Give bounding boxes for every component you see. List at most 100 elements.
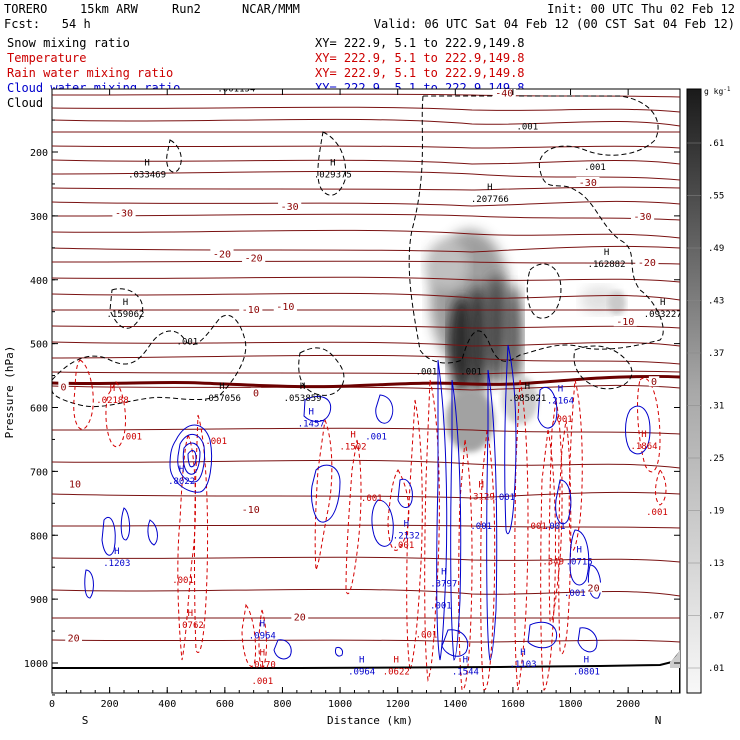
temperature-label-bg	[585, 582, 602, 593]
valid-time: Valid: 06 UTC Sat 04 Feb 12 (00 CST Sat …	[374, 17, 735, 31]
field-value-label: .001	[120, 432, 142, 442]
rain-contours	[73, 359, 667, 691]
x-tick-label: 1600	[501, 699, 525, 710]
temperature-contour-line	[52, 245, 680, 253]
model-name: TORERO	[4, 2, 47, 16]
y-tick-label: 700	[30, 467, 48, 478]
colorbar-level: .01	[708, 664, 724, 674]
temperature-contour-line	[52, 118, 680, 127]
model-org: NCAR/MMM	[242, 2, 300, 16]
header: TORERO 15km ARW Run2 NCAR/MMM Init: 00 U…	[4, 2, 735, 31]
x-tick-label: 200	[101, 699, 119, 710]
field-value-label: .162882	[588, 260, 626, 270]
field-value-label: .2164	[547, 397, 574, 407]
temperature-contour-line	[52, 276, 680, 283]
temperature-label: 20	[588, 584, 600, 595]
field-value-label: .0622	[383, 667, 410, 677]
temperature-contour-line	[52, 186, 680, 191]
field-value-label: .001	[365, 432, 387, 442]
colorbar-level: .37	[708, 349, 724, 359]
legend-xy: XY= 222.9, 5.1 to 222.9,149.8	[315, 66, 525, 80]
y-tick-label: 300	[30, 212, 48, 223]
field-value-label: .001	[393, 541, 415, 551]
colorbar-ramp	[686, 88, 702, 694]
temperature-label: -10	[276, 302, 294, 313]
field-value-label: .1203	[103, 559, 130, 569]
y-tick-label: 200	[30, 148, 48, 159]
temperature-label: 20	[68, 633, 80, 644]
temperature-contour-line	[52, 145, 680, 149]
temperature-label: -30	[281, 202, 299, 213]
temperature-label: -40	[495, 89, 513, 100]
max-marker: H	[114, 547, 119, 557]
temperature-label: -20	[245, 253, 263, 264]
temperature-label-bg	[242, 252, 266, 263]
temperature-contour-line	[52, 260, 680, 265]
colorbar-level: .19	[708, 507, 724, 517]
field-value-label: .001	[172, 576, 194, 586]
field-value-label: .1502	[339, 443, 366, 453]
temperature-contours	[52, 93, 680, 643]
colorbar-level: .25	[708, 454, 724, 464]
temperature-contour-line	[52, 341, 680, 347]
temperature-label-bg	[635, 256, 659, 267]
x-tick-label: 1200	[386, 699, 410, 710]
max-marker: H	[660, 298, 665, 308]
temperature-label: 0	[651, 377, 657, 388]
max-marker: H	[576, 546, 581, 556]
temperature-label-bg	[630, 210, 655, 221]
temperature-label-bg	[291, 611, 309, 622]
field-value-label: .349	[542, 558, 564, 568]
field-value-label: .057056	[203, 394, 241, 404]
field-value-label: .001154	[217, 84, 255, 94]
north-end-label: N	[655, 714, 662, 727]
max-marker: H	[260, 648, 265, 658]
colorbar-level: .43	[708, 297, 724, 307]
temperature-label-bg	[278, 201, 302, 212]
max-marker: H	[584, 655, 589, 665]
model-resolution: 15km ARW	[80, 2, 139, 16]
temperature-label-bg	[66, 478, 84, 489]
x-tick-label: 400	[158, 699, 176, 710]
temperature-label-bg	[613, 316, 637, 327]
x-axis: 0 200 400 600 800 1000 1200 1400 1600 1800 2000	[49, 89, 672, 710]
max-marker: H	[404, 519, 409, 529]
x-tick-label: 1400	[443, 699, 467, 710]
temperature-contour-line	[52, 292, 680, 301]
legend-xy: XY= 222.9, 5.1 to 222.9,149.8	[315, 36, 525, 50]
temperature-contour-line	[52, 325, 680, 329]
temperature-contour-line	[52, 370, 680, 375]
field-value-label: .001	[205, 437, 227, 447]
colorbar-unit: g kg-1	[704, 86, 731, 96]
legend-label: Temperature	[7, 51, 86, 65]
field-value-label: .053859	[284, 394, 322, 404]
max-marker: H	[359, 655, 364, 665]
max-marker: H	[487, 183, 492, 193]
max-marker: H	[441, 567, 446, 577]
field-value-label: .001	[416, 367, 438, 377]
temperature-label: -20	[213, 249, 231, 260]
temperature-label: 10	[69, 479, 81, 490]
max-marker: H	[219, 382, 224, 392]
field-value-label: .033469	[128, 171, 166, 181]
field-value-label: .3797	[430, 579, 457, 589]
y-tick-label: 800	[30, 531, 48, 542]
temperature-label-bg	[576, 176, 600, 187]
field-value-label: .001	[177, 337, 199, 347]
max-marker: H	[309, 408, 314, 418]
max-marker: H	[520, 648, 525, 658]
max-marker: H	[188, 609, 193, 619]
y-tick-label: 400	[30, 276, 48, 287]
temperature-label-bg	[65, 632, 83, 643]
colorbar: .01 .07 .13 .19 .25 .31 .37 .43 .49 .55 .61 g kg-1	[686, 86, 731, 694]
field-value-label: .0762	[177, 621, 204, 631]
colorbar-level: .13	[708, 559, 724, 569]
field-value-label: .001	[460, 367, 482, 377]
temperature-labels: -40 -30 -30 -30 -30 -20 -20 -20 -10 -10 -10 0 0 0 10 -1…	[58, 89, 660, 644]
max-marker: H	[144, 159, 149, 169]
temperature-label-bg	[239, 503, 263, 514]
max-marker: H	[350, 431, 355, 441]
temperature-label-bg	[58, 381, 69, 392]
